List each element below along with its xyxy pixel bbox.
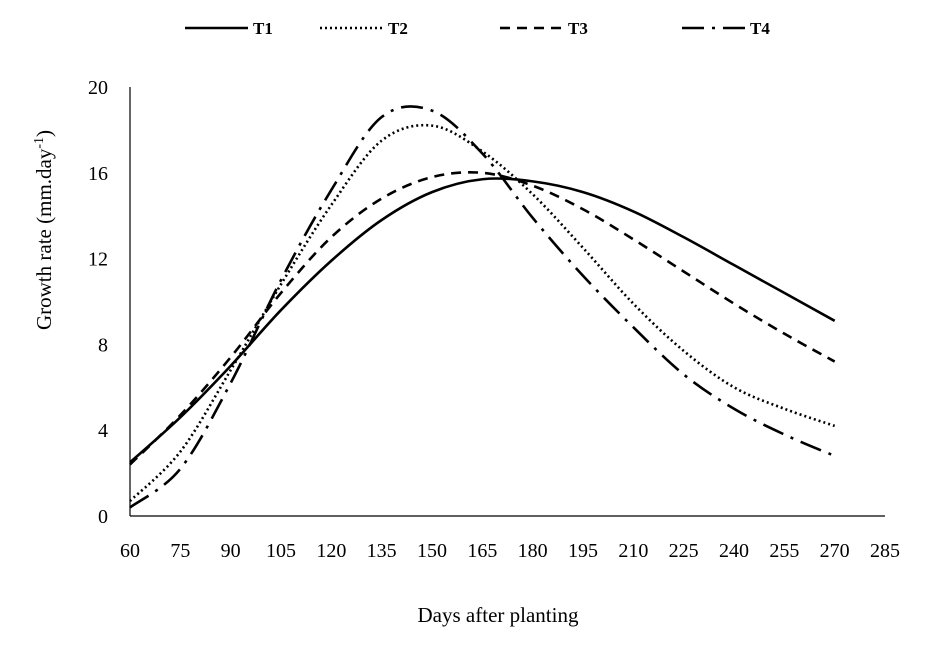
y-tick-label: 0 (98, 506, 108, 528)
y-axis-title: Growth rate (mm.day-1) (32, 130, 56, 330)
y-tick-label: 20 (88, 77, 108, 99)
series-line-t1 (129, 177, 836, 464)
y-axis-title-suffix: ) (32, 130, 56, 137)
x-tick-label: 285 (870, 540, 900, 562)
x-tick-label: 120 (316, 540, 346, 562)
x-tick-label: 135 (367, 540, 397, 562)
y-tick-label: 12 (88, 249, 108, 271)
x-axis-title: Days after planting (418, 603, 579, 627)
legend-label-t3: T3 (568, 19, 588, 38)
y-tick-label: 8 (98, 334, 108, 356)
x-tick-label: 90 (221, 540, 241, 562)
y-tick-label: 16 (88, 163, 108, 185)
x-tick-label: 225 (669, 540, 699, 562)
x-tick-label: 270 (820, 540, 850, 562)
legend: T1 T2 T3 T4 (185, 19, 770, 38)
series-line-t3 (129, 170, 836, 466)
x-tick-label: 255 (769, 540, 799, 562)
x-tick-label: 210 (618, 540, 648, 562)
x-tick-label: 75 (170, 540, 190, 562)
x-tick-label: 105 (266, 540, 296, 562)
y-tick-label: 4 (98, 420, 108, 442)
legend-label-t1: T1 (253, 19, 273, 38)
x-tick-label: 165 (467, 540, 497, 562)
x-tick-label: 150 (417, 540, 447, 562)
series-lines (129, 105, 836, 509)
legend-label-t4: T4 (750, 19, 770, 38)
x-tick-label: 180 (518, 540, 548, 562)
series-line-t2 (129, 123, 836, 502)
x-tick-label: 195 (568, 540, 598, 562)
y-axis-title-superscript: -1 (32, 137, 47, 149)
x-tick-label: 240 (719, 540, 749, 562)
y-axis-ticks: 0 4 8 12 16 20 (88, 77, 108, 528)
x-tick-label: 60 (120, 540, 140, 562)
x-axis-ticks: 60 75 90 105 120 135 150 165 180 195 210 225 240 255 2… (120, 540, 900, 562)
series-line-t4 (129, 105, 836, 509)
legend-label-t2: T2 (388, 19, 408, 38)
y-axis-title-main: Growth rate (mm.day (32, 148, 56, 330)
